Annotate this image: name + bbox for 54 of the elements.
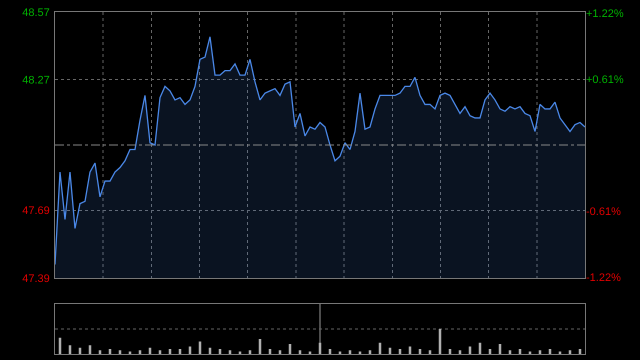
bar (138, 350, 142, 354)
bar (208, 348, 212, 354)
bar (488, 349, 492, 354)
bar (328, 349, 332, 354)
bar (218, 349, 222, 354)
bar (578, 349, 582, 354)
bar (518, 349, 522, 354)
bar (428, 350, 432, 354)
bar (248, 350, 252, 354)
y2-tick-label: +1.22% (586, 8, 624, 20)
bar (178, 349, 182, 354)
bar (378, 342, 382, 354)
y-tick-label: 48.57 (22, 6, 50, 19)
bar (288, 344, 292, 354)
y2-tick-label: -0.61% (586, 206, 622, 218)
bar (228, 350, 232, 354)
bar (158, 350, 162, 354)
bar (78, 348, 82, 354)
bar (468, 346, 472, 354)
bar (398, 349, 402, 354)
bar (388, 348, 392, 354)
y2-tick-label: +0.61% (586, 74, 624, 86)
bar (148, 348, 152, 354)
bar (368, 350, 372, 354)
bar (548, 349, 552, 354)
bar (498, 344, 502, 354)
bar (438, 329, 442, 354)
bar (58, 338, 62, 354)
bar (408, 346, 412, 354)
bar (458, 350, 462, 354)
bar (88, 345, 92, 354)
bar (118, 350, 122, 354)
bar (448, 349, 452, 354)
bar (508, 350, 512, 354)
y-tick-label: 47.69 (22, 205, 50, 218)
bar (268, 349, 272, 354)
bar (168, 349, 172, 354)
bar (198, 342, 202, 354)
bar (278, 350, 282, 354)
y-tick-label: 48.27 (22, 74, 50, 86)
bar (98, 350, 102, 354)
bar (478, 342, 482, 354)
bar (258, 339, 262, 354)
bar (538, 350, 542, 354)
y2-tick-label: -1.22% (586, 272, 622, 284)
bar (298, 350, 302, 354)
bar (418, 349, 422, 354)
bar (188, 346, 192, 354)
bar (568, 350, 572, 354)
bar (318, 342, 322, 354)
y-tick-label: 47.39 (22, 272, 50, 285)
bar (108, 349, 112, 354)
bar (348, 350, 352, 354)
bar (68, 345, 72, 354)
